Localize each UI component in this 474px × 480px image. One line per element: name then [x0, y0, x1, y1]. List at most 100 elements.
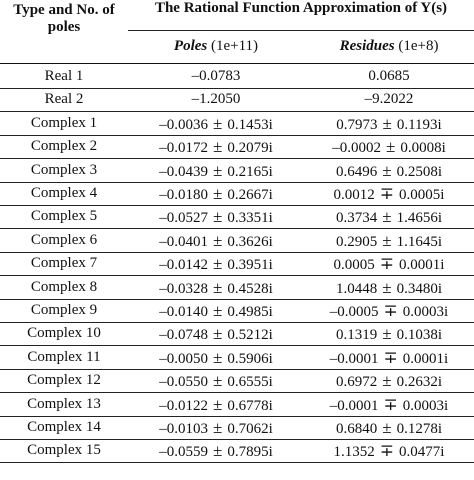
type-label: Complex 15: [27, 442, 101, 459]
type-cell: Complex 8: [0, 276, 128, 299]
pole-cell: –0.0050 ±0.5906i: [128, 346, 304, 369]
residue-cell: 0.6840 ±0.1278i: [304, 416, 474, 439]
type-label: Complex 11: [27, 348, 101, 365]
residue-real: 0.0012: [333, 187, 375, 203]
pole-cell: –0.0180 ±0.2667i: [128, 182, 304, 205]
pole-sign: ±: [212, 277, 223, 297]
residue-real: 0.6840: [335, 421, 378, 437]
residue-cell: 0.6972 ±0.2632i: [304, 369, 474, 392]
residue-imag: 0.0005i: [399, 187, 445, 203]
pole-imag: 0.6555i: [227, 374, 273, 391]
row-divider: [0, 298, 474, 300]
pole-sign: ±: [212, 113, 223, 133]
pole-sign: ±: [212, 184, 223, 203]
type-cell: Real 2: [0, 88, 128, 111]
pole-sign: ±: [212, 137, 223, 157]
residue-real: –9.2022: [364, 91, 414, 108]
residue-sign: ±: [382, 277, 392, 297]
type-cell: Complex 5: [0, 205, 128, 228]
residue-imag: 0.0001i: [399, 257, 445, 274]
poles-column-header: Poles (1e+11): [128, 38, 304, 55]
pole-imag: 0.4985i: [227, 304, 273, 320]
table-row: Complex 11 –0.0050 ±0.5906i –0.0001 ∓ 0.0001i: [0, 346, 474, 369]
residues-column-header: Residues (1e+8): [304, 38, 474, 55]
residue-cell: 0.2905 ±1.1645i: [304, 229, 474, 252]
type-cell: Complex 6: [0, 229, 128, 252]
type-label: Complex 6: [30, 231, 98, 248]
row-divider: [0, 462, 474, 464]
residue-cell: –0.0001 ∓ 0.0003i: [304, 393, 474, 416]
residue-cell: 1.1352 ∓ 0.0477i: [304, 439, 474, 462]
table-row: Complex 15 –0.0559 ±0.7895i 1.1352 ∓ 0.0477i: [0, 439, 474, 462]
type-header-line1: Type and No. of: [13, 2, 115, 18]
residue-cell: 0.6496 ±0.2508i: [304, 159, 474, 182]
pole-cell: –0.0140 ±0.4985i: [128, 299, 304, 322]
type-label: Complex 4: [30, 185, 98, 201]
residue-real: –0.0005: [329, 304, 379, 320]
table-row: Complex 1 –0.0036 ±0.1453i 0.7973 ±0.1193i: [0, 112, 474, 135]
row-divider: [0, 228, 474, 230]
residue-imag: 0.0003i: [402, 397, 449, 414]
pole-real: –0.0559: [159, 444, 208, 461]
type-label: Complex 5: [30, 208, 98, 225]
table-row: Real 2 –1.2050 –9.2022: [0, 88, 474, 111]
table-row: Complex 5 –0.0527 ±0.3351i 0.3734 ±1.4656i: [0, 205, 474, 228]
pole-imag: 0.1453i: [227, 116, 273, 133]
type-label: Complex 14: [27, 419, 101, 435]
residue-imag: 0.2508i: [396, 163, 442, 180]
residue-imag: 0.0001i: [402, 350, 449, 367]
pole-real: –0.0122: [159, 397, 208, 414]
residue-real: 0.0685: [368, 68, 410, 84]
pole-imag: 0.7062i: [227, 421, 273, 437]
type-cell: Complex 4: [0, 182, 128, 205]
residue-real: 1.1352: [333, 444, 375, 461]
table-row: Complex 12 –0.0550 ±0.6555i 0.6972 ±0.2632i: [0, 369, 474, 392]
main-title: The Rational Function Approximation of Y…: [128, 0, 474, 17]
type-label: Complex 10: [27, 325, 101, 342]
row-divider: [0, 111, 474, 113]
residue-cell: –9.2022: [304, 88, 474, 111]
table-row: Complex 8 –0.0328 ±0.4528i 1.0448 ±0.3480i: [0, 276, 474, 299]
residues-label: Residues: [339, 38, 395, 54]
pole-imag: 0.3951i: [227, 257, 273, 274]
pole-imag: 0.2079i: [227, 140, 273, 157]
type-cell: Complex 15: [0, 439, 128, 462]
pole-real: –1.2050: [191, 91, 241, 108]
residue-imag: 1.1645i: [396, 233, 442, 250]
pole-real: –0.0328: [159, 280, 208, 297]
pole-sign: ±: [212, 160, 223, 180]
pole-real: –0.0036: [159, 116, 208, 133]
pole-cell: –0.0103 ±0.7062i: [128, 416, 304, 439]
residue-cell: 0.0685: [304, 65, 474, 88]
residue-sign: ±: [382, 230, 392, 250]
residue-real: 0.0005: [333, 257, 375, 274]
poles-unit: (1e+11): [211, 38, 259, 54]
type-cell: Complex 14: [0, 416, 128, 439]
residue-imag: 1.4656i: [396, 210, 442, 227]
pole-imag: 0.2667i: [227, 187, 273, 203]
row-divider: [0, 345, 474, 347]
pole-real: –0.0439: [159, 163, 208, 180]
pole-sign: ±: [212, 254, 223, 274]
pole-imag: 0.5212i: [227, 327, 273, 344]
row-divider: [0, 275, 474, 277]
type-label: Complex 12: [27, 372, 101, 389]
pole-imag: 0.5906i: [227, 350, 273, 367]
pole-imag: 0.2165i: [227, 163, 273, 180]
residue-real: 0.3734: [335, 210, 378, 227]
type-label: Complex 1: [30, 114, 98, 131]
residue-sign: ±: [385, 137, 396, 157]
type-cell: Complex 7: [0, 252, 128, 275]
residue-sign: ±: [382, 113, 392, 133]
row-divider: [0, 87, 474, 89]
pole-imag: 0.3626i: [227, 233, 273, 250]
table-row: Complex 4 –0.0180 ±0.2667i 0.0012 ∓ 0.0005i: [0, 182, 474, 205]
type-header-line2: poles: [47, 19, 81, 35]
type-cell: Complex 12: [0, 369, 128, 392]
residue-imag: 0.0003i: [402, 304, 449, 320]
residue-sign: ∓: [379, 184, 395, 203]
header-bottom-rule: [0, 63, 474, 64]
pole-cell: –0.0142 ±0.3951i: [128, 252, 304, 275]
pole-real: –0.0172: [159, 140, 208, 157]
residue-imag: 0.3480i: [396, 280, 442, 297]
